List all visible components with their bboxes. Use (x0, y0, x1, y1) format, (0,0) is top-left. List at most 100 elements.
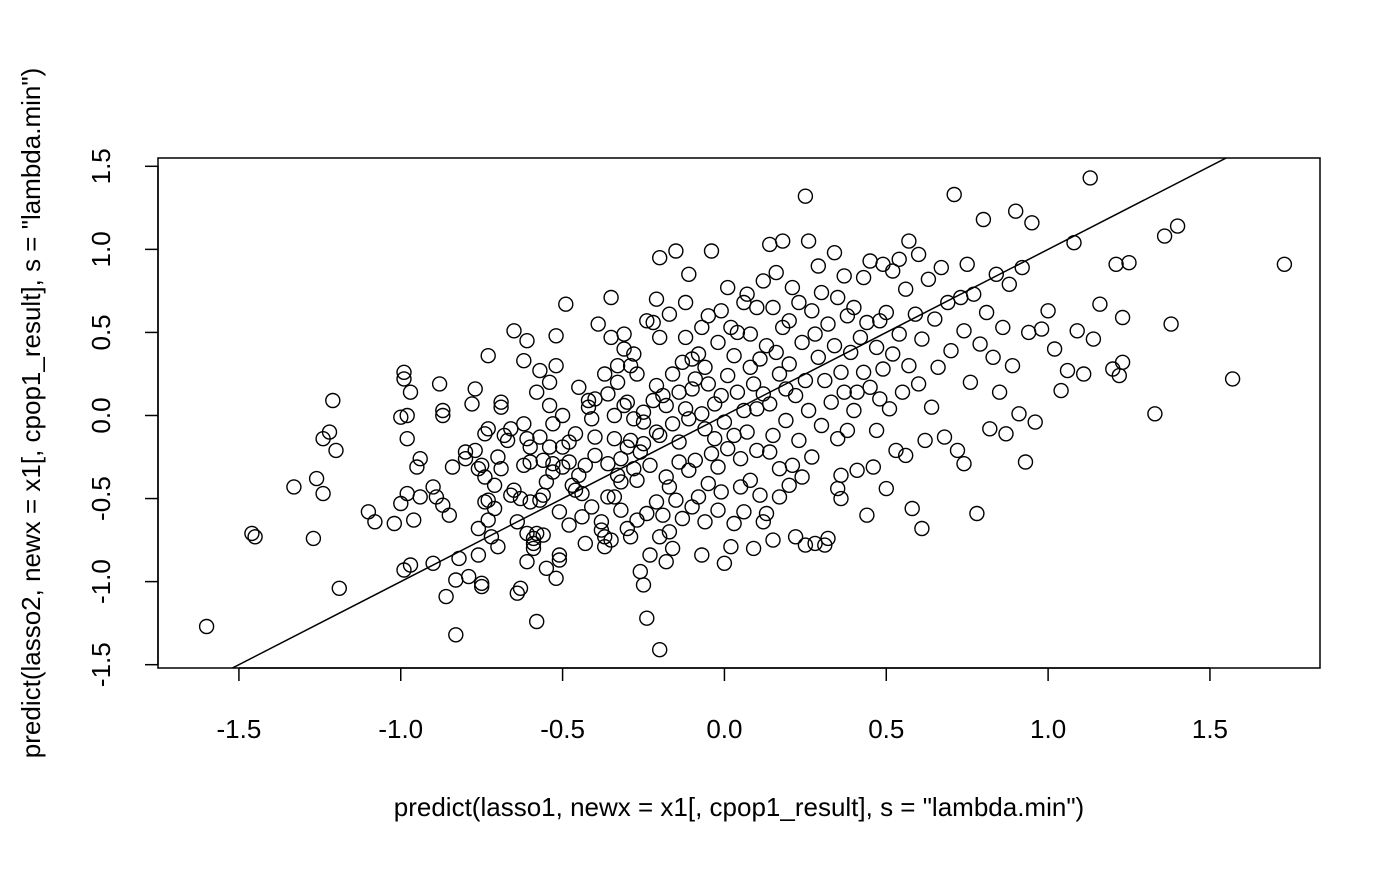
data-point (305, 530, 322, 547)
x-tick-label: 0.0 (706, 714, 742, 744)
data-point (525, 530, 542, 547)
data-point (813, 417, 830, 434)
data-point (584, 499, 600, 515)
data-point (503, 421, 519, 437)
data-point (765, 299, 781, 316)
data-point (606, 489, 623, 505)
data-point (720, 441, 736, 457)
data-point (946, 186, 962, 203)
data-point (321, 424, 338, 440)
data-point (713, 303, 729, 319)
data-point (1027, 414, 1043, 430)
data-point (448, 572, 464, 588)
data-point (554, 407, 571, 424)
data-point (551, 552, 568, 568)
data-point (862, 379, 878, 395)
data-point (538, 474, 555, 490)
data-point (402, 557, 419, 573)
data-point (529, 384, 545, 400)
data-point (396, 364, 412, 380)
data-point (613, 474, 629, 490)
data-point (898, 281, 914, 297)
data-point (771, 461, 788, 477)
data-point (386, 515, 402, 532)
data-point (490, 449, 506, 465)
data-point (639, 313, 655, 329)
data-point (652, 329, 668, 346)
data-point (797, 537, 814, 553)
data-point (393, 495, 409, 512)
data-point (664, 366, 681, 382)
data-point (519, 333, 535, 349)
data-point (998, 426, 1014, 442)
data-point (1046, 341, 1063, 357)
data-point (875, 361, 891, 377)
data-point (600, 386, 616, 402)
data-point (745, 540, 762, 557)
data-point (512, 490, 529, 507)
data-point (875, 256, 891, 272)
data-point (535, 452, 551, 468)
data-point (406, 512, 422, 528)
data-point (940, 294, 956, 311)
data-point (1017, 454, 1034, 470)
data-point (891, 326, 907, 342)
data-point (684, 381, 700, 397)
data-point (846, 402, 862, 419)
x-tick-label: -0.5 (540, 714, 585, 744)
data-point (768, 264, 784, 281)
data-point (603, 289, 619, 306)
data-point (532, 429, 548, 445)
data-point (726, 348, 742, 364)
data-point (645, 392, 661, 409)
data-point (616, 326, 632, 342)
data-point (901, 233, 917, 249)
data-point (541, 374, 558, 390)
data-point (545, 416, 561, 432)
data-point (635, 436, 652, 452)
data-point (713, 484, 729, 500)
data-point (315, 485, 331, 502)
data-point (412, 451, 428, 467)
data-point (1040, 303, 1056, 319)
data-point (752, 351, 768, 367)
data-point (587, 447, 603, 464)
data-point (749, 401, 765, 417)
data-point (1156, 228, 1173, 244)
data-point (470, 547, 487, 563)
data-point (868, 422, 885, 439)
data-point (677, 294, 694, 311)
y-tick-label: -0.5 (86, 476, 116, 521)
data-point (629, 472, 645, 488)
data-point (593, 514, 610, 530)
data-point (480, 348, 496, 364)
data-point (917, 432, 933, 449)
data-point (739, 424, 755, 440)
data-point (639, 610, 655, 626)
data-point (694, 406, 710, 422)
data-point (846, 299, 862, 316)
data-point (732, 451, 749, 467)
data-point (742, 326, 758, 342)
data-point (781, 356, 797, 372)
data-point (567, 426, 584, 442)
data-point (480, 512, 496, 528)
data-point (1075, 366, 1092, 382)
data-point (668, 492, 684, 508)
data-point (1092, 296, 1108, 312)
data-point (700, 475, 716, 492)
data-point (758, 505, 775, 522)
data-point (794, 334, 810, 351)
data-point (736, 294, 752, 311)
data-point (461, 568, 477, 585)
data-point (784, 279, 801, 296)
data-point (936, 429, 953, 445)
data-point (784, 457, 801, 473)
data-point (519, 431, 535, 447)
data-point (597, 366, 613, 382)
data-point (697, 359, 713, 375)
data-point (545, 464, 561, 480)
data-point (661, 524, 678, 540)
data-point (516, 416, 532, 432)
data-point (910, 246, 927, 263)
